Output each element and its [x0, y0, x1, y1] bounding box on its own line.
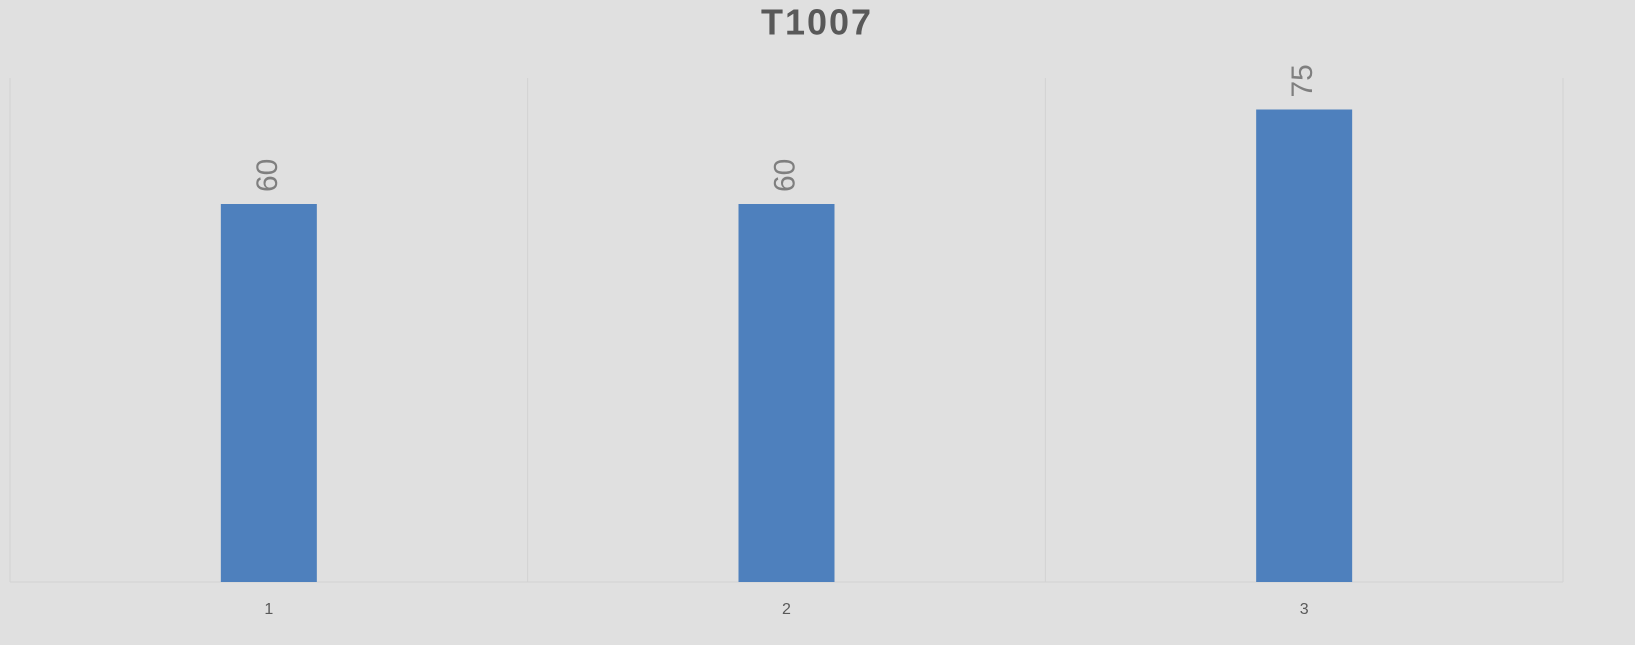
data-label: 75 [1286, 64, 1319, 97]
x-tick-label: 1 [264, 601, 273, 618]
data-label: 60 [251, 159, 284, 192]
bar [1256, 109, 1353, 582]
bar [220, 204, 317, 582]
bar [738, 204, 835, 582]
x-tick-label: 3 [1300, 601, 1309, 618]
data-label: 60 [768, 159, 801, 192]
x-tick-label: 2 [782, 601, 791, 618]
chart-title: T1007 [761, 2, 873, 43]
